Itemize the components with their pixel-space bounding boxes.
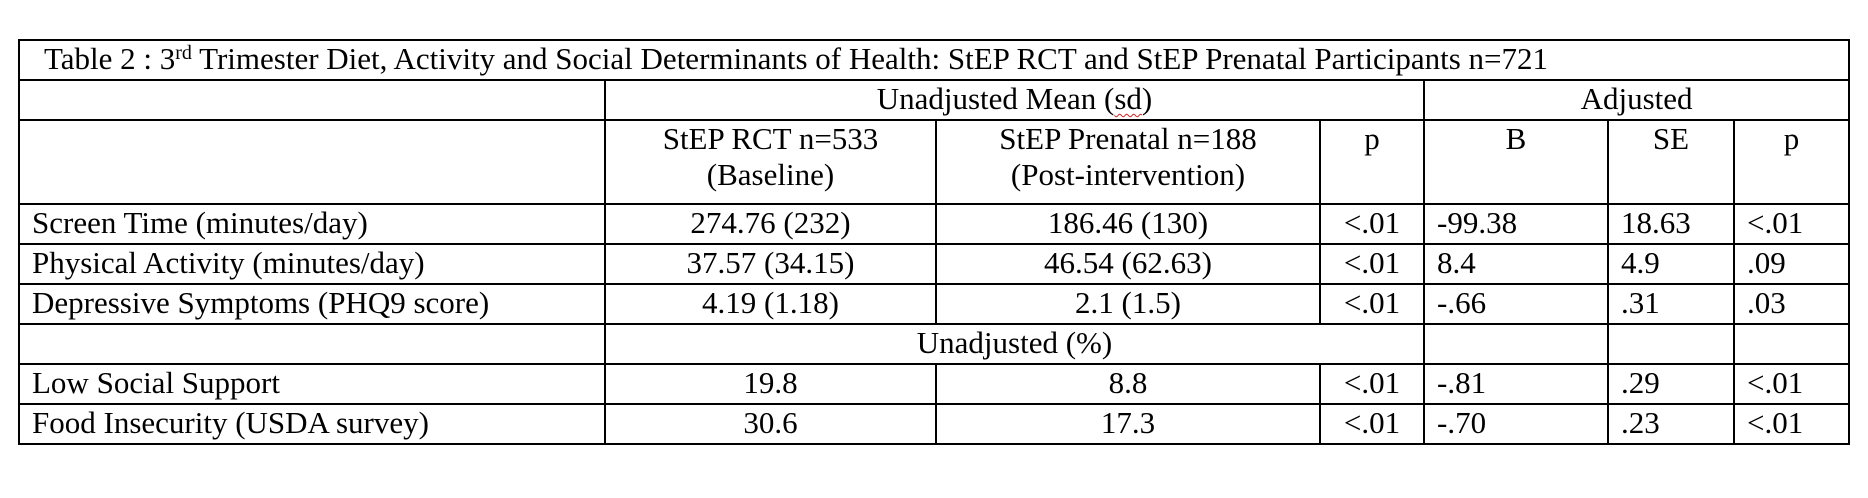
title-prefix: Table 2 : 3 (44, 41, 176, 76)
group-unadjusted-percent: Unadjusted (%) (604, 323, 1425, 365)
group-unadjusted-text: Unadjusted Mean ( (876, 81, 1115, 116)
header-rct-line1: StEP RCT n=533 (662, 121, 879, 156)
table-row: Physical Activity (minutes/day) 37.57 (3… (18, 243, 1851, 285)
cell-p-adjusted: .09 (1732, 243, 1851, 285)
empty-cell (18, 323, 606, 365)
table-title: Table 2 : 3rd Trimester Diet, Activity a… (17, 39, 1851, 81)
cell-prenatal: 186.46 (130) (935, 203, 1321, 245)
group-unadjusted-sd: sd (1114, 81, 1142, 116)
cell-b: -99.38 (1423, 203, 1609, 245)
cell-rct: 19.8 (604, 363, 937, 405)
table-row: Screen Time (minutes/day) 274.76 (232) 1… (18, 203, 1851, 245)
cell-se: 4.9 (1607, 243, 1735, 285)
cell-p: <.01 (1319, 403, 1425, 445)
group-unadjusted-mean: Unadjusted Mean (sd) (604, 79, 1425, 121)
cell-se: .23 (1607, 403, 1735, 445)
empty-cell (18, 79, 606, 121)
cell-p: <.01 (1319, 363, 1425, 405)
group-header-row: Unadjusted Mean (sd) Adjusted (18, 79, 1851, 121)
cell-p-adjusted: <.01 (1732, 403, 1851, 445)
table-row: Low Social Support 19.8 8.8 <.01 -.81 .2… (18, 363, 1851, 405)
row-label: Physical Activity (minutes/day) (18, 243, 606, 285)
row-label: Depressive Symptoms (PHQ9 score) (18, 283, 606, 325)
results-table: Table 2 : 3rd Trimester Diet, Activity a… (17, 39, 1851, 445)
cell-p-adjusted: <.01 (1732, 203, 1851, 245)
cell-b: -.70 (1423, 403, 1609, 445)
cell-se: .29 (1607, 363, 1735, 405)
cell-se: .31 (1607, 283, 1735, 325)
table-row: Depressive Symptoms (PHQ9 score) 4.19 (1… (18, 283, 1851, 325)
cell-prenatal: 8.8 (935, 363, 1321, 405)
cell-b: 8.4 (1423, 243, 1609, 285)
cell-rct: 37.57 (34.15) (604, 243, 937, 285)
header-rct-line2: (Baseline) (706, 156, 835, 192)
empty-cell (1423, 323, 1609, 365)
cell-rct: 30.6 (604, 403, 937, 445)
empty-cell (1607, 323, 1735, 365)
cell-prenatal: 2.1 (1.5) (935, 283, 1321, 325)
header-se: SE (1607, 119, 1735, 205)
header-p-adjusted: p (1732, 119, 1851, 205)
header-rct: StEP RCT n=533 (Baseline) (604, 119, 937, 205)
header-prenatal-line2: (Post-intervention) (1010, 156, 1246, 192)
header-prenatal-line1: StEP Prenatal n=188 (999, 121, 1257, 156)
cell-p-adjusted: .03 (1732, 283, 1851, 325)
table-row: Food Insecurity (USDA survey) 30.6 17.3 … (18, 403, 1851, 445)
cell-p: <.01 (1319, 243, 1425, 285)
row-label: Low Social Support (18, 363, 606, 405)
empty-cell (1732, 323, 1851, 365)
cell-p: <.01 (1319, 283, 1425, 325)
group-percent-row: Unadjusted (%) (18, 323, 1851, 365)
column-header-row: StEP RCT n=533 (Baseline) StEP Prenatal n… (18, 119, 1851, 205)
table-title-row: Table 2 : 3rd Trimester Diet, Activity a… (17, 39, 1851, 81)
header-prenatal: StEP Prenatal n=188 (Post-intervention) (935, 119, 1321, 205)
header-b: B (1423, 119, 1609, 205)
cell-b: -.81 (1423, 363, 1609, 405)
title-rest: Trimester Diet, Activity and Social Dete… (191, 41, 1549, 76)
header-p: p (1319, 119, 1425, 205)
cell-se: 18.63 (1607, 203, 1735, 245)
cell-p: <.01 (1319, 203, 1425, 245)
row-label: Screen Time (minutes/day) (18, 203, 606, 245)
cell-rct: 4.19 (1.18) (604, 283, 937, 325)
cell-prenatal: 17.3 (935, 403, 1321, 445)
title-superscript: rd (175, 42, 192, 64)
cell-p-adjusted: <.01 (1732, 363, 1851, 405)
row-label: Food Insecurity (USDA survey) (18, 403, 606, 445)
cell-b: -.66 (1423, 283, 1609, 325)
empty-cell (18, 119, 606, 205)
cell-prenatal: 46.54 (62.63) (935, 243, 1321, 285)
group-adjusted: Adjusted (1422, 79, 1851, 121)
cell-rct: 274.76 (232) (604, 203, 937, 245)
group-unadjusted-close: ) (1141, 81, 1153, 116)
